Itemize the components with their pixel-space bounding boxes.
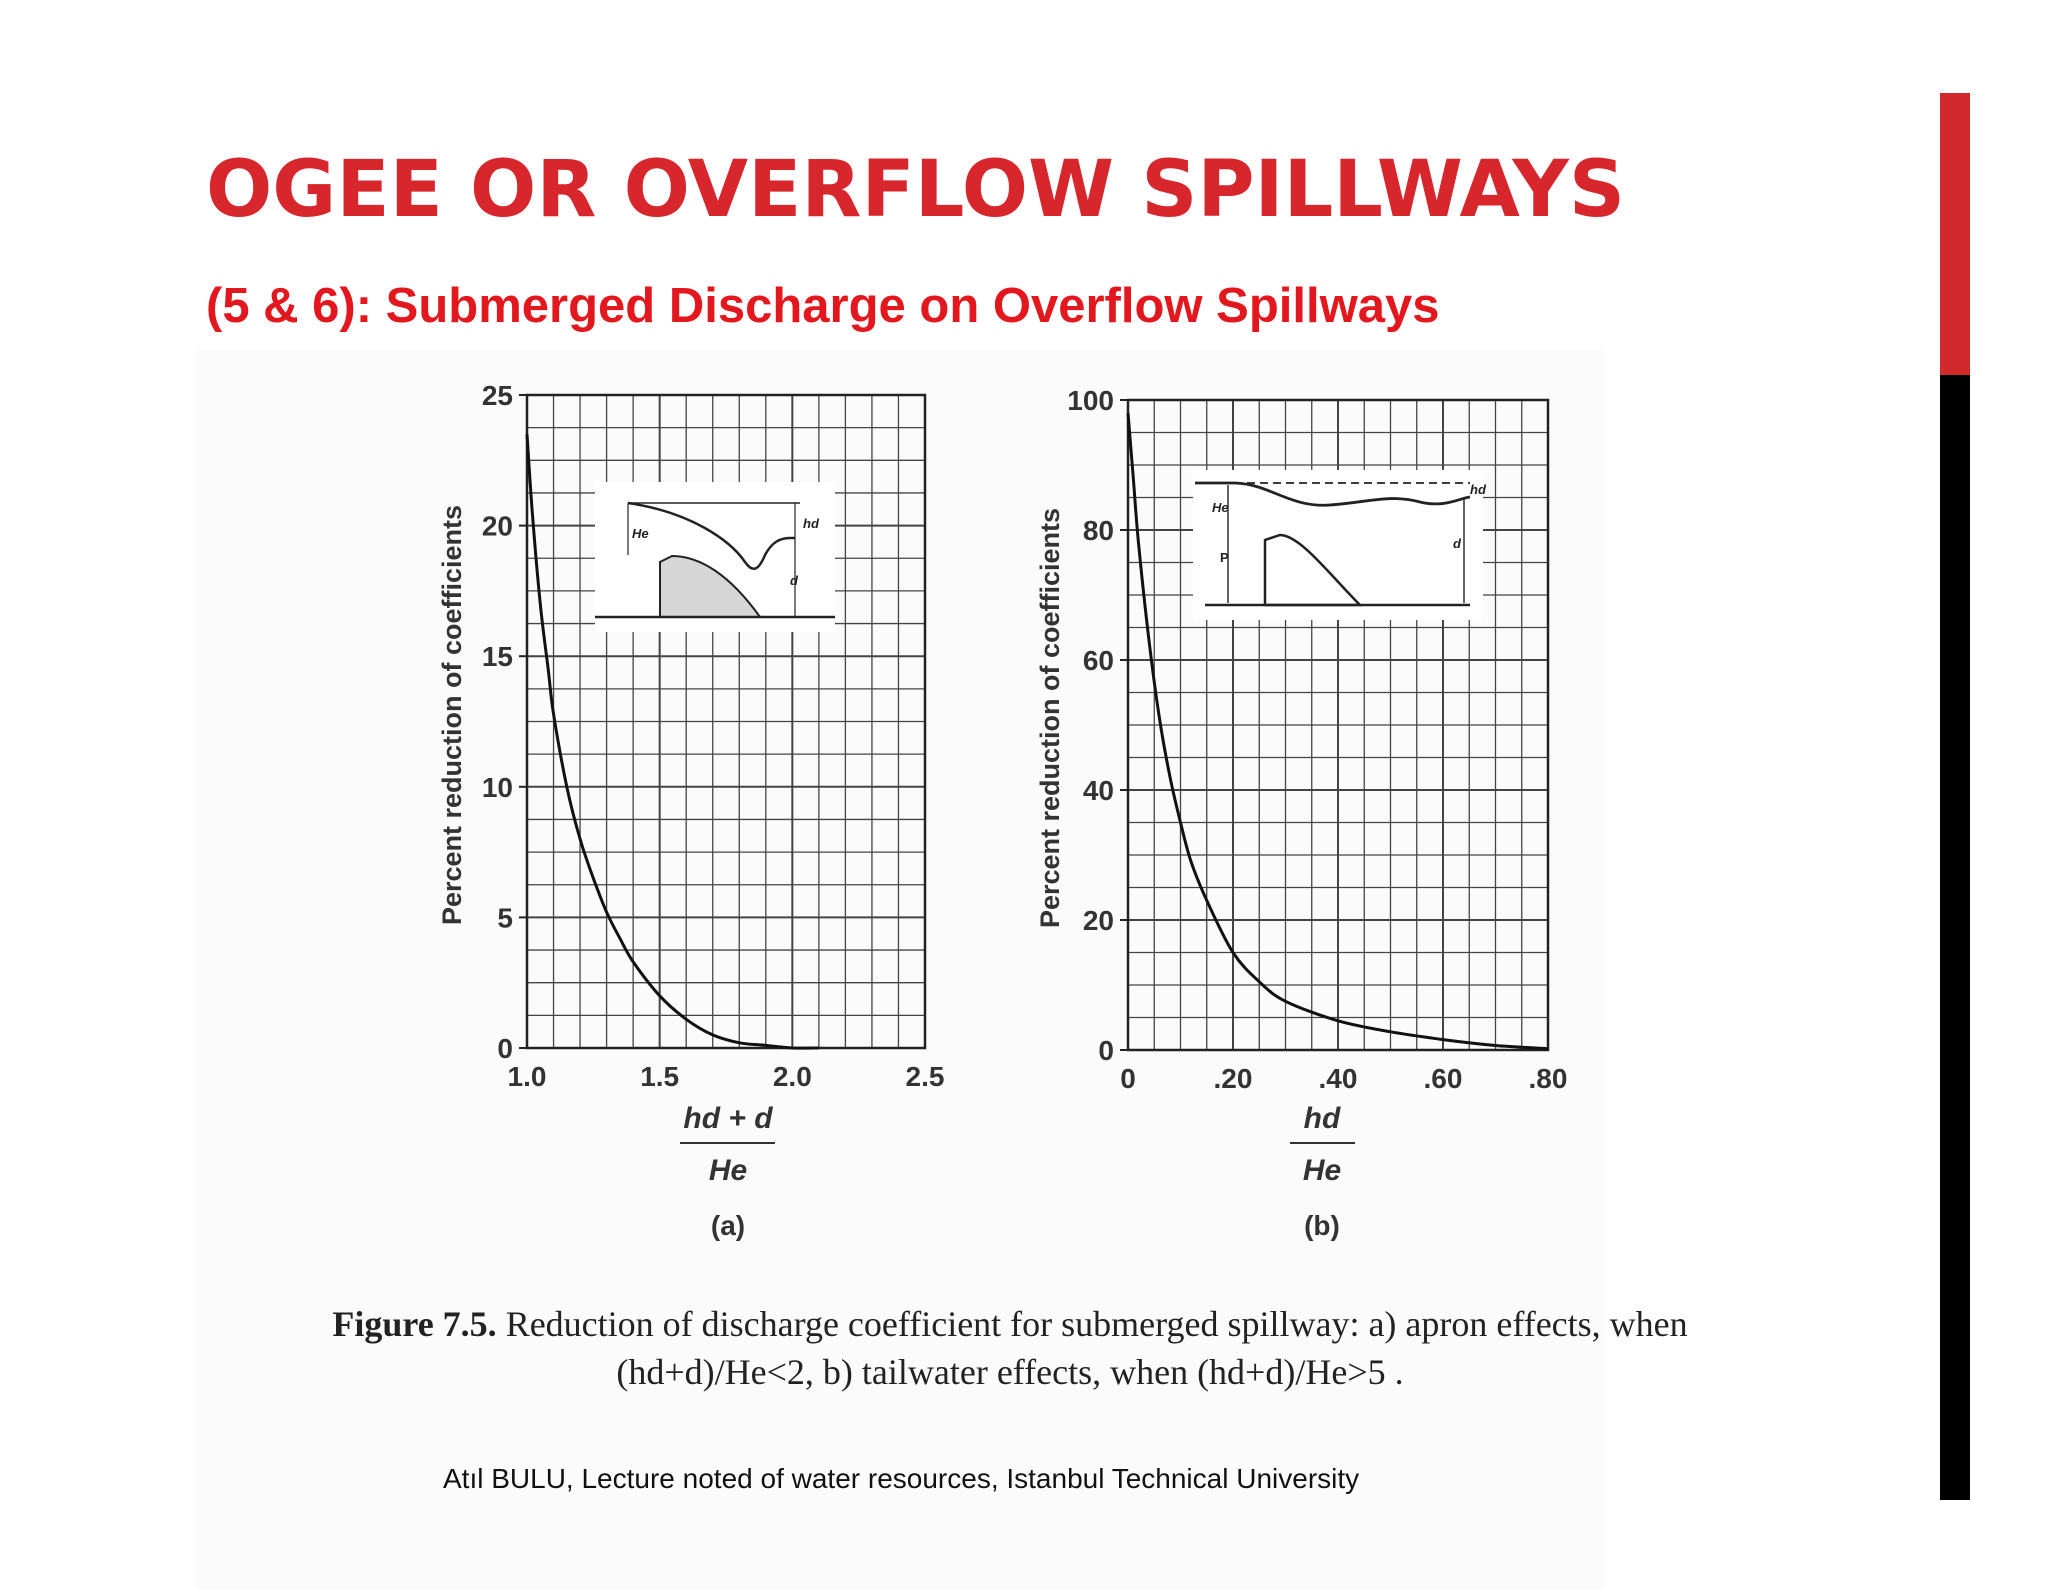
chart-a-series-line — [525, 434, 819, 1050]
chart-a-ytick-label: 10 — [482, 772, 513, 803]
chart-a-xlabel-numerator: hd + d — [683, 1102, 773, 1135]
chart-b-inset-label-p: P — [1220, 550, 1229, 565]
chart-b-inset-diagram: hd He P d — [1193, 470, 1487, 620]
chart-panel-b: hd He P d 0 .20 .40 .60 .80 0 20 40 60 80 100 Perc… — [1035, 385, 1567, 1241]
chart-b-inset-label-d: d — [1453, 536, 1462, 551]
sidebar-accent-red — [1940, 93, 1970, 375]
chart-b-ytick-label: 20 — [1083, 905, 1114, 936]
figure-caption-label: Figure 7.5. — [332, 1304, 497, 1344]
chart-b-ylabel: Percent reduction of coefficients — [1035, 508, 1065, 928]
figure-caption-text: Reduction of discharge coefficient for s… — [505, 1304, 1688, 1392]
chart-panel-a: He hd d 1.0 1.5 2.0 2.5 0 5 10 15 20 25 Percent r… — [437, 380, 944, 1241]
chart-a-ytick-label: 25 — [482, 380, 513, 411]
chart-b-frame — [1126, 398, 1550, 1052]
chart-a-xtick-label: 1.5 — [640, 1061, 679, 1092]
chart-a-xlabel-denominator: He — [709, 1154, 747, 1187]
chart-b-xtick-label: 0 — [1120, 1063, 1136, 1094]
chart-b-ytick-label: 80 — [1083, 515, 1114, 546]
chart-b-ytick-label: 100 — [1067, 385, 1114, 416]
chart-b-ytick-label: 60 — [1083, 645, 1114, 676]
chart-b-ytick-label: 0 — [1098, 1035, 1114, 1066]
chart-b-xtick-label: .60 — [1424, 1063, 1463, 1094]
figure-caption: Figure 7.5. Reduction of discharge coeff… — [320, 1300, 1700, 1396]
slide-title: OGEE OR OVERFLOW SPILLWAYS — [206, 145, 1626, 235]
chart-a-xtick-label: 2.5 — [906, 1061, 945, 1092]
chart-a-inset-label-d: d — [790, 573, 799, 588]
chart-b-xlabel-denominator: He — [1303, 1154, 1341, 1187]
chart-b-xtick-label: .20 — [1214, 1063, 1253, 1094]
chart-a-ylabel: Percent reduction of coefficients — [437, 505, 467, 925]
chart-b-grid — [1128, 400, 1548, 1050]
slide-subtitle: (5 & 6): Submerged Discharge on Overflow… — [206, 279, 1440, 333]
chart-b-ytick-label: 40 — [1083, 775, 1114, 806]
chart-a-ytick-label: 5 — [497, 902, 513, 933]
chart-b-inset-label-hd: hd — [1470, 482, 1487, 497]
chart-b-xlabel-numerator: hd — [1304, 1102, 1341, 1135]
chart-a-inset-label-he: He — [632, 526, 649, 541]
chart-a-panel-label: (a) — [711, 1210, 745, 1241]
chart-a-ytick-label: 15 — [482, 641, 513, 672]
chart-a-frame — [525, 393, 927, 1050]
sidebar-accent-black — [1940, 375, 1970, 1500]
source-credit: Atıl BULU, Lecture noted of water resour… — [443, 1463, 1360, 1494]
chart-b-inset-label-he: He — [1212, 500, 1229, 515]
chart-a-grid — [527, 395, 925, 1048]
chart-b-xtick-label: .80 — [1529, 1063, 1568, 1094]
chart-a-inset-label-hd: hd — [803, 516, 820, 531]
chart-b-panel-label: (b) — [1304, 1210, 1340, 1241]
chart-a-xtick-label: 1.0 — [508, 1061, 547, 1092]
chart-b-xtick-label: .40 — [1319, 1063, 1358, 1094]
chart-a-inset-diagram: He hd d — [595, 482, 835, 632]
chart-a-ytick-label: 20 — [482, 511, 513, 542]
chart-b-series-line — [1126, 412, 1549, 1051]
chart-a-ytick-label: 0 — [497, 1033, 513, 1064]
chart-a-xtick-label: 2.0 — [773, 1061, 812, 1092]
